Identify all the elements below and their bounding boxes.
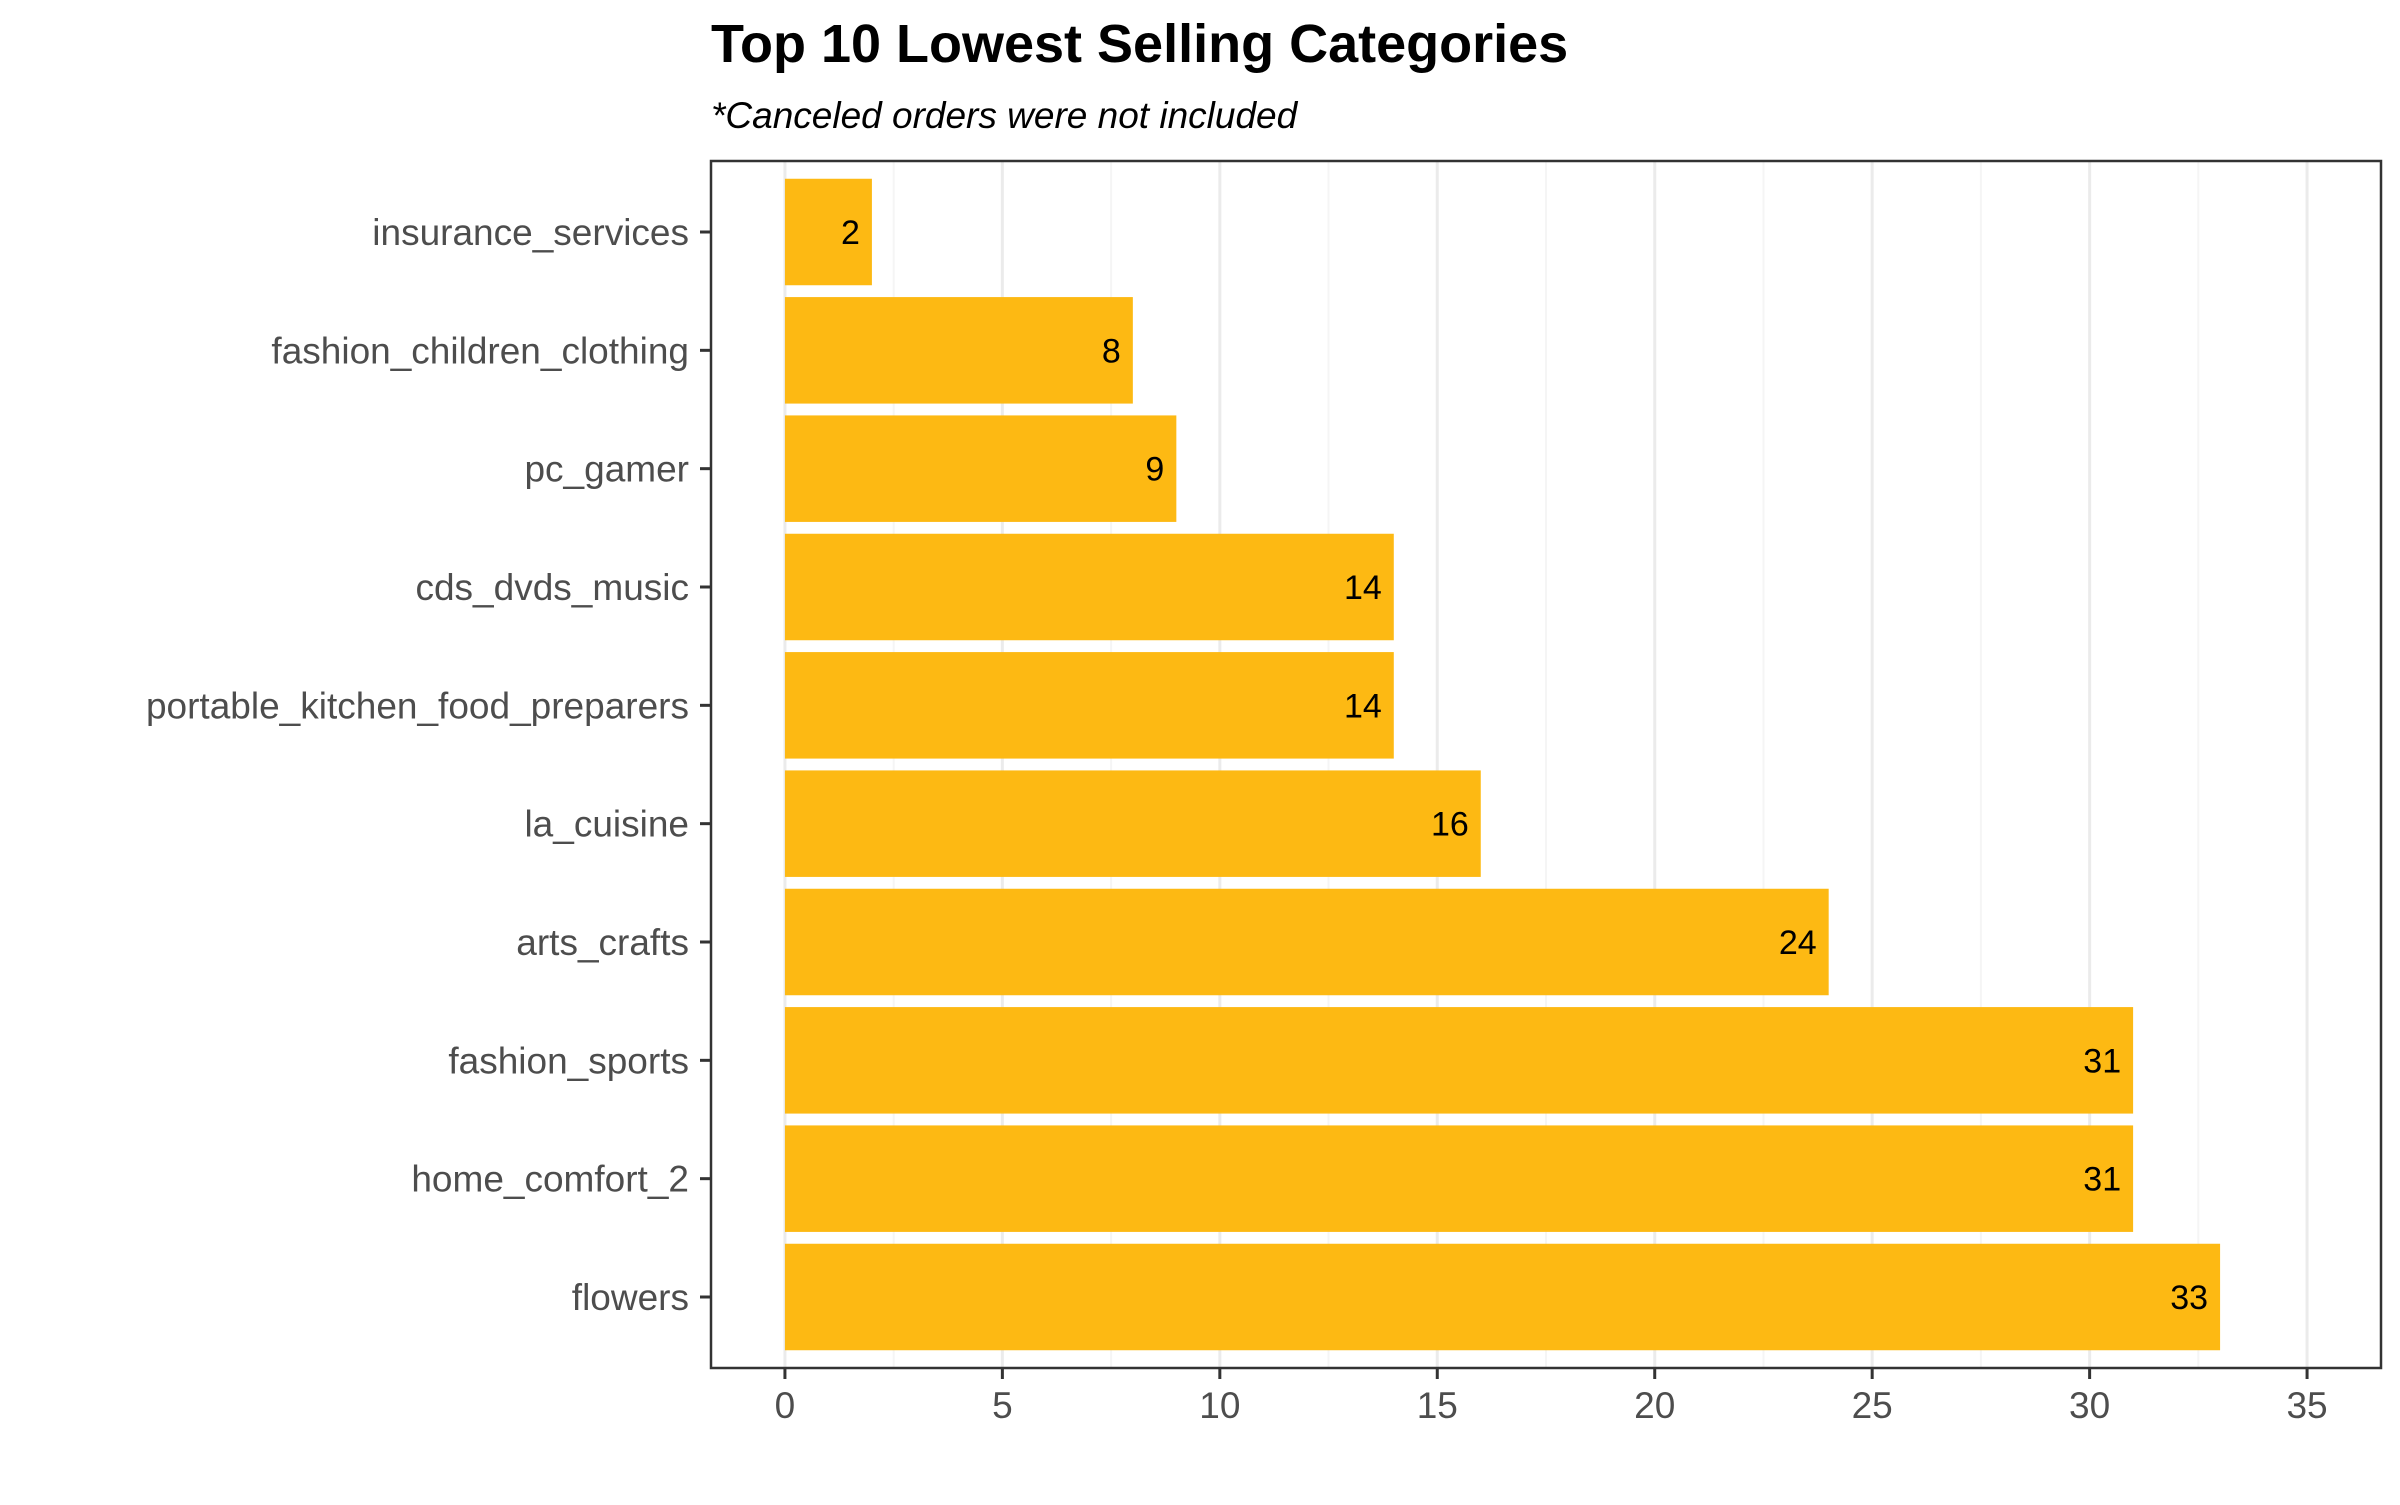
x-tick-label: 0	[775, 1385, 796, 1426]
y-tick-label: la_cuisine	[524, 804, 689, 845]
bar	[784, 297, 1133, 404]
y-tick-label: home_comfort_2	[411, 1159, 689, 1200]
bar	[784, 888, 1829, 996]
bar-value-label: 31	[2083, 1161, 2121, 1199]
x-tick-label: 10	[1199, 1385, 1240, 1426]
bar-value-label: 2	[841, 214, 860, 252]
bar	[784, 1243, 2221, 1351]
y-tick-label: insurance_services	[372, 212, 689, 253]
bar	[784, 1007, 2134, 1114]
chart-subtitle: *Canceled orders were not included	[711, 95, 1299, 136]
bar	[784, 415, 1177, 522]
plot-area: 2 insurance_services 8 fashion_children_clo…	[146, 159, 2383, 1426]
bar-value-label: 31	[2083, 1042, 2121, 1080]
chart-title: Top 10 Lowest Selling Categories	[711, 14, 1568, 74]
panel-border	[709, 159, 2383, 1370]
bar	[784, 652, 1394, 759]
y-tick-label: cds_dvds_music	[415, 567, 689, 608]
bar	[784, 533, 1394, 641]
bar-value-label: 8	[1102, 332, 1121, 370]
y-tick-label: flowers	[572, 1277, 689, 1318]
y-tick-label: fashion_sports	[448, 1040, 689, 1081]
bar	[784, 178, 872, 286]
bar-value-label: 33	[2170, 1279, 2208, 1317]
x-tick-label: 30	[2069, 1385, 2110, 1426]
bar-value-label: 14	[1344, 687, 1382, 725]
x-tick-label: 20	[1634, 1385, 1675, 1426]
x-tick-label: 15	[1417, 1385, 1458, 1426]
x-tick-label: 35	[2286, 1385, 2327, 1426]
bar-value-label: 9	[1145, 451, 1164, 489]
bar	[784, 1125, 2134, 1232]
bar-value-label: 14	[1344, 569, 1382, 607]
y-tick-label: arts_crafts	[516, 922, 689, 963]
bar-value-label: 16	[1431, 806, 1469, 844]
x-tick-label: 5	[992, 1385, 1013, 1426]
y-tick-label: pc_gamer	[524, 449, 689, 490]
bar-value-label: 24	[1779, 924, 1817, 962]
x-tick-label: 25	[1852, 1385, 1893, 1426]
y-tick-label: fashion_children_clothing	[271, 330, 689, 371]
bar	[784, 770, 1481, 877]
y-tick-label: portable_kitchen_food_preparers	[146, 685, 689, 726]
